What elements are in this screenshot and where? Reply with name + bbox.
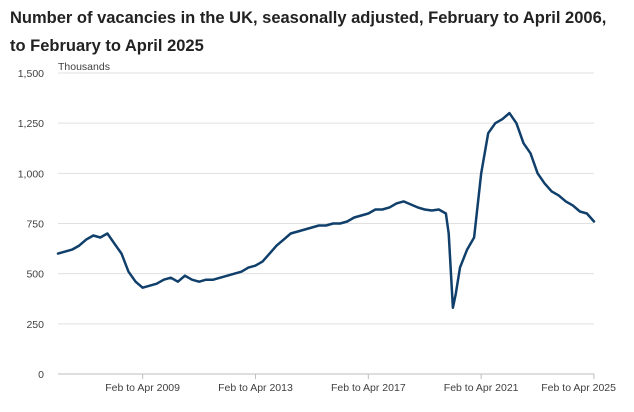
chart-title: Number of vacancies in the UK, seasonall… [10, 9, 607, 55]
y-axis-ticks: 0 250 500 750 1,000 1,250 1,500 [18, 68, 44, 381]
x-axis: Feb to Apr 2009 Feb to Apr 2013 Feb to Apr… [58, 373, 616, 394]
y-tick-label: 1,250 [18, 118, 44, 130]
y-tick-label: 0 [38, 369, 44, 381]
y-axis-unit-label: Thousands [58, 61, 110, 73]
gridlines [58, 72, 594, 325]
series-line-vacancies [56, 111, 596, 310]
y-tick-label: 750 [26, 219, 44, 231]
y-tick-label: 250 [26, 319, 44, 331]
x-tick-label: Feb to Apr 2013 [218, 382, 293, 394]
y-tick-label: 1,500 [18, 68, 44, 80]
x-tick-label: Feb to Apr 2025 [541, 382, 616, 394]
series-group [56, 111, 596, 310]
x-tick-label: Feb to Apr 2021 [444, 382, 519, 394]
x-tick-label: Feb to Apr 2009 [105, 382, 180, 394]
y-tick-label: 500 [26, 269, 44, 281]
x-tick-label: Feb to Apr 2017 [331, 382, 406, 394]
y-tick-label: 1,000 [18, 168, 44, 180]
